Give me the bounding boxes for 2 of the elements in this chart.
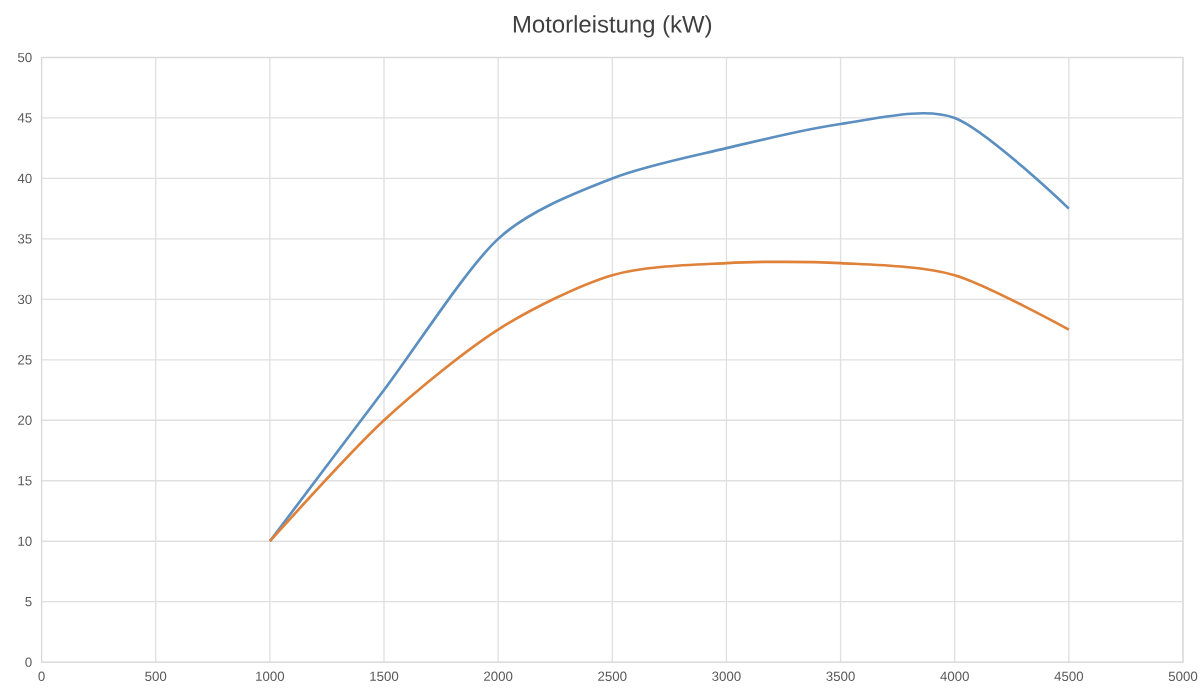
chart-title: Motorleistung (kW) <box>513 15 712 38</box>
line-series <box>268 260 1071 543</box>
